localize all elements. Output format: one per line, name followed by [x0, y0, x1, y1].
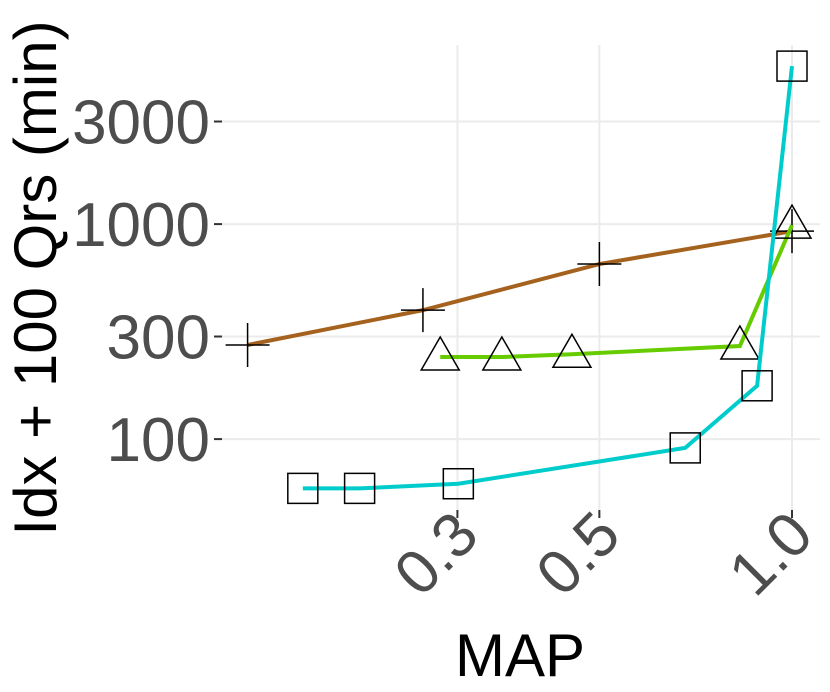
- marker-plus: [225, 322, 270, 367]
- marker-triangle: [481, 335, 523, 371]
- marker-square: [741, 370, 773, 402]
- marker-square: [287, 472, 319, 505]
- marker-plus: [400, 288, 445, 333]
- y-tick-label: 100: [107, 406, 210, 475]
- marker-square: [776, 50, 808, 82]
- marker-triangle: [771, 203, 813, 239]
- marker-square: [669, 432, 701, 464]
- marker-plus: [577, 242, 622, 287]
- y-axis-title: Idx + 100 Qrs (min): [2, 20, 69, 535]
- marker-triangle: [719, 324, 761, 360]
- y-tick-label: 1000: [72, 191, 210, 260]
- series-line: [302, 65, 794, 491]
- marker-triangle: [551, 332, 593, 369]
- y-tick-label: 3000: [72, 89, 210, 158]
- series-line: [247, 229, 793, 347]
- marker-square: [442, 467, 475, 500]
- x-axis-title: MAP: [455, 622, 585, 689]
- y-tick-label: 300: [107, 304, 210, 373]
- series-line: [440, 224, 794, 359]
- marker-triangle: [419, 335, 461, 371]
- marker-square: [343, 472, 376, 505]
